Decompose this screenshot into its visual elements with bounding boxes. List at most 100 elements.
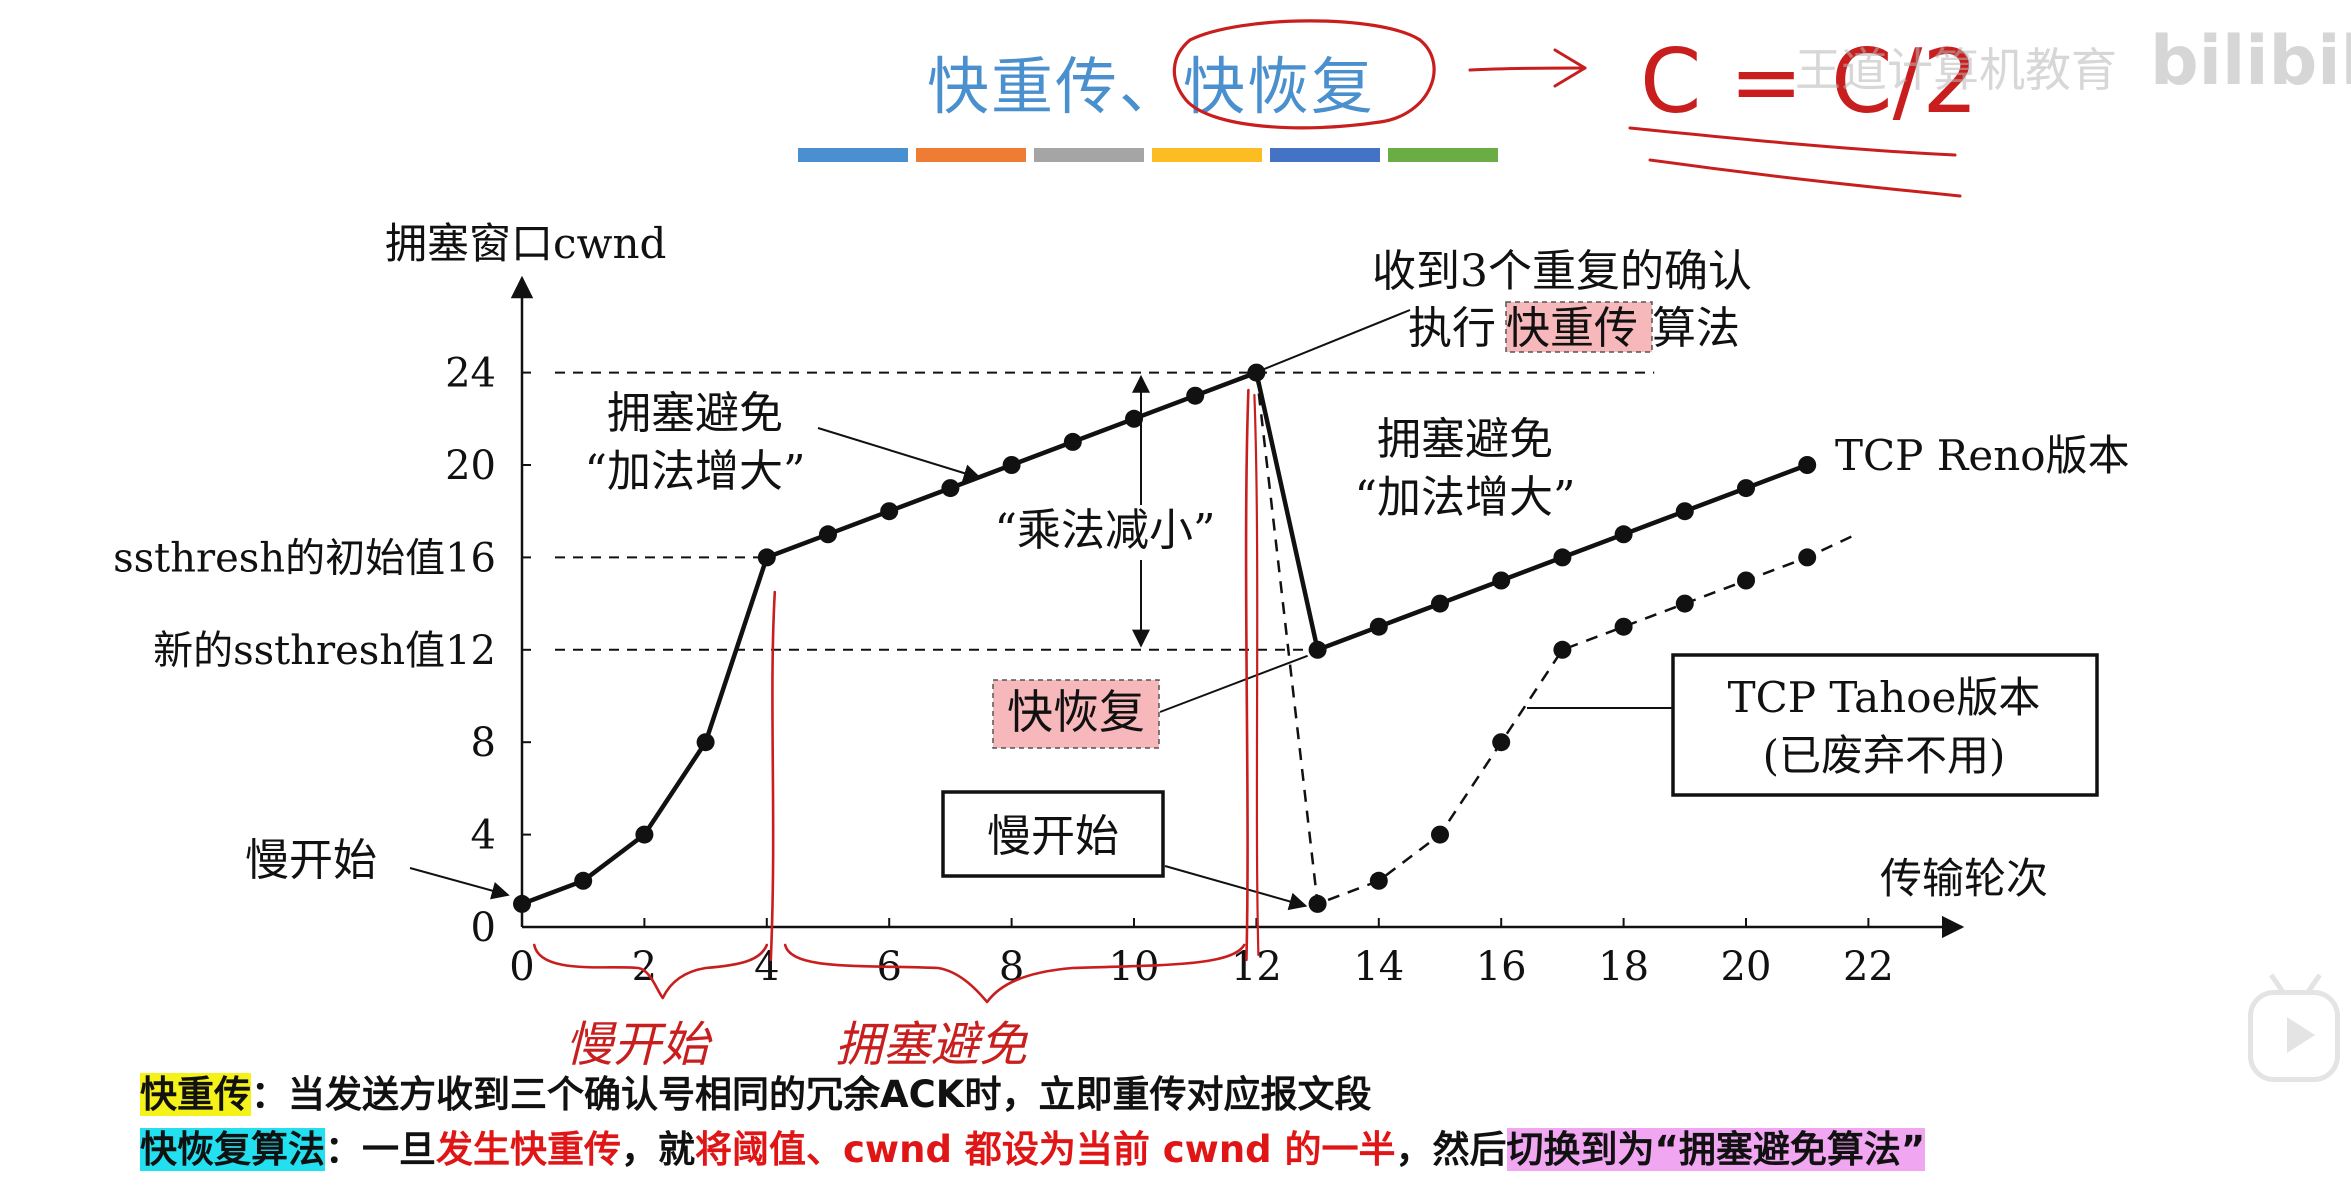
annotation-dup-ack-1: 收到3个重复的确认	[1372, 246, 1752, 297]
series-2-point-2	[1369, 871, 1388, 890]
term-fast-recovery: 快恢复算法	[140, 1128, 325, 1171]
hw-underline-1	[1628, 126, 1957, 157]
arrow-slow-start-1	[409, 867, 510, 900]
annotation-fast-recovery: 快恢复	[1007, 685, 1145, 739]
annotation-slow-start-1: 慢开始	[245, 835, 377, 886]
x-tick-label-16: 16	[1476, 944, 1527, 990]
series-1-point-20	[1737, 479, 1755, 498]
y-tick-label-4: 4	[471, 813, 496, 859]
hw-circle-title	[1172, 19, 1436, 130]
hw-vline-4	[769, 590, 777, 962]
hw-bracket-cong-avoid	[783, 943, 1246, 1004]
annotation-mult-decrease: “乘法减小”	[995, 505, 1216, 556]
title-fast-retransmit: 快重传、	[927, 50, 1184, 123]
play-button-icon[interactable]	[2248, 973, 2340, 1082]
series-1-point-8	[1002, 456, 1021, 474]
hw-arrow-shaft	[1468, 66, 1587, 72]
series-1-point-6	[880, 502, 899, 521]
desc-c: ，就	[621, 1128, 695, 1171]
hw-arrow-head	[1553, 48, 1587, 88]
series-2-point-8	[1737, 571, 1755, 590]
series-1-point-14	[1369, 617, 1388, 636]
annotation-tahoe-1: TCP Tahoe版本	[1728, 673, 2041, 722]
y-axis-label: 拥塞窗口cwnd	[385, 219, 666, 268]
series-line-2	[1255, 372, 1857, 906]
series-1-point-19	[1675, 502, 1694, 521]
highlight-fast-retransmit	[1505, 301, 1653, 353]
series-1-point-7	[941, 479, 960, 498]
annotation-dup-ack-2c: 算法	[1652, 303, 1740, 354]
y-tick-label-16: ssthresh的初始值16	[113, 535, 496, 581]
hw-bracket-slow-start	[532, 943, 769, 1000]
y-tick-label-0: 0	[471, 905, 496, 951]
bracket-label-congestion-avoidance: 拥塞避免	[835, 1017, 1028, 1073]
page-title: 快重传、快恢复	[927, 36, 1375, 126]
series-line-1	[521, 370, 1808, 907]
line-dup-ack	[1260, 309, 1411, 372]
series-2-point-5	[1553, 640, 1572, 659]
term-fast-retransmit: 快重传	[140, 1073, 251, 1116]
x-tick-label-0: 0	[509, 944, 534, 990]
color-bar-1	[798, 148, 908, 162]
color-bar-3	[1034, 148, 1144, 162]
line-fast-recovery	[1159, 654, 1308, 713]
annotation-cong-avoid-1a: 拥塞避免	[607, 388, 783, 439]
color-bar-6	[1388, 148, 1498, 162]
y-tick-label-12: 新的ssthresh值12	[153, 628, 496, 674]
desc-line-fast-retransmit: 快重传：当发送方收到三个确认号相同的冗余ACK时，立即重传对应报文段	[140, 1064, 1371, 1118]
box-tahoe	[1671, 653, 2099, 797]
desc-fast-retransmit-text: ：当发送方收到三个确认号相同的冗余ACK时，立即重传对应报文段	[251, 1073, 1372, 1116]
series-2-point-6	[1614, 617, 1633, 636]
series-1-point-11	[1186, 386, 1205, 405]
x-axis-label: 传输轮次	[1880, 854, 2048, 903]
series-1-point-18	[1614, 525, 1633, 544]
series-2-point-1	[1308, 894, 1327, 913]
series-1-point-15	[1431, 594, 1449, 613]
series-1-point-3	[696, 733, 715, 752]
x-tick-label-18: 18	[1598, 944, 1649, 990]
y-tick-label-24: 24	[445, 351, 496, 397]
desc-line-fast-recovery: 快恢复算法：一旦发生快重传，就将阈值、cwnd 都设为当前 cwnd 的一半，然…	[140, 1119, 1926, 1173]
x-tick-label-20: 20	[1721, 944, 1772, 990]
highlight-fast-recovery	[992, 679, 1160, 749]
series-2-point-4	[1492, 733, 1511, 752]
series-1-point-0	[513, 894, 531, 913]
box-slow-start-2	[941, 790, 1165, 878]
title-fast-recovery: 快恢复	[1183, 50, 1376, 123]
annotation-dup-ack-2a: 执行	[1408, 303, 1496, 354]
x-tick-label-4: 4	[754, 944, 779, 990]
series-1-point-9	[1063, 432, 1082, 451]
hw-vline-12a	[1244, 388, 1250, 962]
series-1-point-1	[574, 871, 593, 890]
bilibili-logo: bilibili	[2150, 22, 2351, 101]
series-1-point-17	[1553, 548, 1572, 567]
hw-vline-12b	[1253, 393, 1260, 957]
desc-a: ：一旦	[325, 1128, 436, 1171]
bracket-label-slow-start: 慢开始	[565, 1017, 710, 1073]
desc-e: ，然后	[1395, 1128, 1507, 1171]
series-1-point-13	[1308, 640, 1327, 659]
series-1-point-21	[1798, 456, 1817, 474]
series-1-point-4	[757, 548, 776, 567]
annotation-tahoe-2: (已废弃不用)	[1763, 731, 2006, 780]
hw-underline-2	[1648, 158, 1962, 198]
annotation-cong-avoid-2a: 拥塞避免	[1377, 414, 1553, 465]
color-bar-4	[1152, 148, 1262, 162]
desc-d: 将阈值、cwnd 都设为当前 cwnd 的一半	[695, 1128, 1396, 1171]
series-1-point-2	[635, 825, 654, 844]
series-1-point-16	[1492, 571, 1511, 590]
annotation-slow-start-2: 慢开始	[987, 811, 1119, 862]
annotation-cong-avoid-1b: “加法增大”	[585, 446, 806, 497]
y-tick-label-20: 20	[445, 443, 496, 489]
annotation-dup-ack-2b: 快重传	[1506, 303, 1638, 354]
handwritten-formula: C = C/2	[1640, 30, 1979, 133]
series-2-point-9	[1798, 548, 1817, 567]
series-2-point-7	[1675, 594, 1694, 613]
x-tick-label-14: 14	[1353, 944, 1404, 990]
arrow-slow-start-2	[1164, 865, 1308, 911]
series-1-point-5	[819, 525, 837, 544]
watermark-text: 王道计算机教育	[1795, 43, 2117, 97]
annotation-reno: TCP Reno版本	[1835, 431, 2130, 480]
arrow-cong-avoid-1	[817, 427, 982, 482]
